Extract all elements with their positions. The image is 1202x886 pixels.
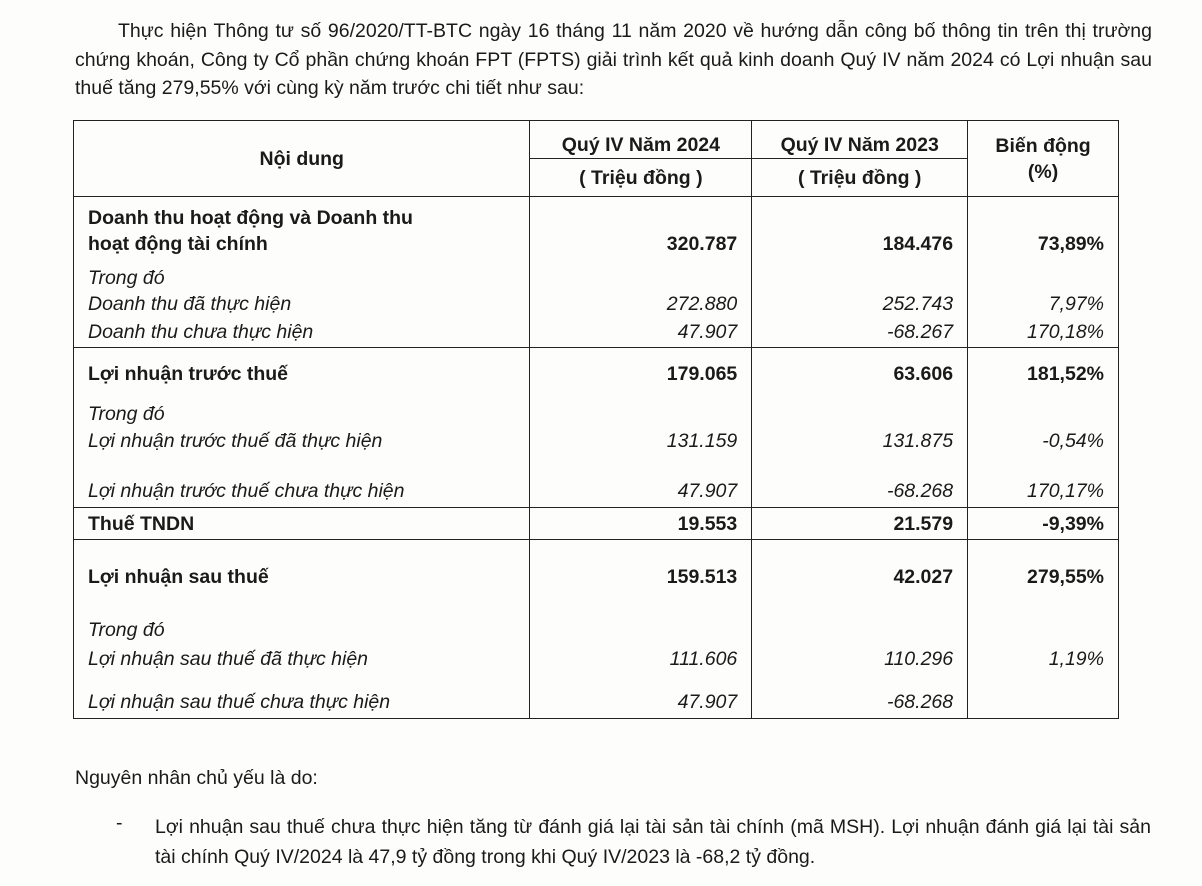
row-label: Lợi nhuận sau thuế chưa thực hiện	[72, 686, 531, 719]
value-change: 7,97%	[967, 290, 1119, 318]
header-unit-2023: ( Triệu đồng )	[751, 158, 969, 197]
value-2024: 272.880	[529, 290, 753, 318]
value-2023: 184.476	[751, 196, 969, 265]
row-label: Lợi nhuận sau thuế	[72, 539, 531, 614]
value-2023: 131.875	[751, 427, 969, 454]
value-change: -9,39%	[967, 507, 1119, 540]
header-content: Nội dung	[72, 120, 531, 197]
value-change: 170,17%	[967, 475, 1119, 508]
header-q4-2023: Quý IV Năm 2023	[751, 120, 969, 159]
value-change: 73,89%	[967, 196, 1119, 265]
value-2023: -68.268	[751, 475, 969, 508]
bullet-text: Lợi nhuận sau thuế chưa thực hiện tăng t…	[155, 816, 1151, 868]
value-2024: 131.159	[529, 427, 753, 454]
bullet-marker: -	[116, 812, 123, 834]
value-change: -0,54%	[967, 427, 1119, 454]
row-label: Lợi nhuận trước thuế chưa thực hiện	[72, 475, 531, 508]
table-row: Lợi nhuận sau thuế đã thực hiện 111.606 11…	[72, 645, 1119, 672]
value-change: 181,52%	[967, 347, 1119, 400]
value-2023: 63.606	[751, 347, 969, 400]
table-row: Trong đó	[72, 264, 1119, 291]
value-change: 170,18%	[967, 317, 1119, 348]
table-row: Lợi nhuận sau thuế chưa thực hiện 47.907-…	[72, 686, 1119, 719]
value-2023: -68.267	[751, 317, 969, 348]
value-change	[967, 686, 1119, 719]
table-row: Lợi nhuận sau thuế 159.513 42.027 279,55%	[72, 539, 1119, 614]
table-row: Lợi nhuận trước thuế đã thực hiện 131.159…	[72, 427, 1119, 454]
table-row: Trong đó	[72, 399, 1119, 428]
value-2023: 42.027	[751, 539, 969, 614]
value-2024: 47.907	[529, 475, 753, 508]
header-change-line1: Biến động	[995, 134, 1091, 157]
table-row: Doanh thu hoạt động và Doanh thu hoạt độn…	[72, 196, 1119, 265]
value-2024: 47.907	[529, 317, 753, 348]
value-2024: 179.065	[529, 347, 753, 400]
value-2024: 47.907	[529, 686, 753, 719]
value-2023: -68.268	[751, 686, 969, 719]
value-2023: 252.743	[751, 290, 969, 318]
table-row: Lợi nhuận trước thuế chưa thực hiện 47.90…	[72, 475, 1119, 508]
header-q4-2024: Quý IV Năm 2024	[529, 120, 753, 159]
row-label: Lợi nhuận trước thuế đã thực hiện	[72, 427, 531, 454]
table-row: Trong đó	[72, 613, 1119, 646]
row-label: Lợi nhuận sau thuế đã thực hiện	[72, 645, 531, 672]
row-label: Doanh thu hoạt động và Doanh thu hoạt độn…	[72, 196, 531, 265]
value-change: 1,19%	[967, 645, 1119, 672]
table-row: Doanh thu đã thực hiện 272.880 252.743 7,97…	[72, 290, 1119, 318]
header-unit-2024: ( Triệu đồng )	[529, 158, 753, 197]
cause-heading: Nguyên nhân chủ yếu là do:	[75, 767, 318, 789]
row-label: Trong đó	[72, 613, 531, 646]
table-row: Lợi nhuận trước thuế 179.065 63.606 181,52%	[72, 347, 1119, 400]
row-label: Thuế TNDN	[72, 507, 531, 540]
header-change: Biến động (%)	[967, 120, 1119, 197]
value-change: 279,55%	[967, 539, 1119, 614]
value-2023: 21.579	[751, 507, 969, 540]
results-table: Nội dung Quý IV Năm 2024 Quý IV Năm 2023…	[72, 120, 1119, 719]
intro-paragraph: Thực hiện Thông tư số 96/2020/TT-BTC ngà…	[75, 20, 1152, 99]
row-label: Doanh thu chưa thực hiện	[72, 317, 531, 348]
table-row: Thuế TNDN 19.553 21.579 -9,39%	[72, 507, 1119, 540]
table-row: Doanh thu chưa thực hiện 47.907 -68.267 170…	[72, 317, 1119, 348]
value-2024: 320.787	[529, 196, 753, 265]
value-2023: 110.296	[751, 645, 969, 672]
value-2024: 19.553	[529, 507, 753, 540]
header-change-line2: (%)	[1027, 160, 1059, 183]
value-2024: 111.606	[529, 645, 753, 672]
row-label: Doanh thu đã thực hiện	[72, 290, 531, 318]
value-2024: 159.513	[529, 539, 753, 614]
row-label: Trong đó	[72, 264, 531, 291]
row-label: Lợi nhuận trước thuế	[72, 347, 531, 400]
row-label: Trong đó	[72, 399, 531, 428]
